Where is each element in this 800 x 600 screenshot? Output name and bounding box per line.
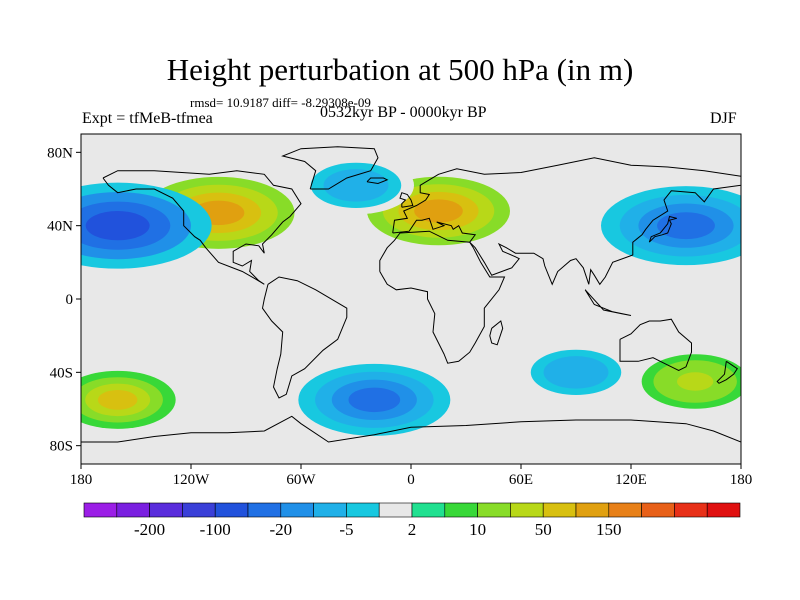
y-tick-label: 40S [50, 365, 73, 381]
antarctica-coast [81, 415, 741, 443]
chart-title: Height perturbation at 500 hPa (in m) [166, 52, 634, 87]
colorbar-swatch [346, 502, 380, 518]
british-isles-coast [399, 192, 414, 208]
colorbar-label: -5 [339, 520, 353, 539]
colorbar-swatch [575, 502, 610, 518]
field-region-1 [367, 176, 510, 246]
colorbar-swatch [608, 502, 642, 518]
x-tick-label: 120W [173, 472, 211, 488]
iceland-coast [366, 177, 389, 185]
season-label: DJF [710, 110, 737, 127]
colorbar-label: -200 [134, 520, 165, 539]
colorbar-swatch [83, 502, 118, 518]
colorbar-label: 2 [408, 520, 417, 539]
colorbar-swatch [674, 502, 708, 518]
x-tick-label: 180 [70, 472, 93, 488]
colorbar-swatch [280, 502, 314, 518]
eurasia-coast [392, 157, 741, 286]
greenland-coast [281, 146, 379, 190]
field-region-4 [298, 156, 414, 215]
y-tick-label: 80S [50, 439, 73, 455]
colorbar-label: -20 [269, 520, 292, 539]
new-zealand-coast [716, 360, 738, 384]
north-america-coast [102, 170, 302, 285]
colorbar-swatch [378, 502, 413, 518]
colorbar-swatch [411, 502, 446, 518]
colorbar-swatch [313, 502, 347, 518]
y-tick-label: 40N [47, 219, 73, 235]
australia-coast [619, 318, 692, 372]
field-region-9 [641, 354, 741, 409]
colorbar-label: 150 [596, 520, 622, 539]
colorbar-swatch [641, 502, 675, 518]
colorbar-swatch [510, 502, 544, 518]
field-region-8 [81, 370, 176, 429]
x-tick-label: 60E [509, 472, 533, 488]
rmsd-stats: rmsd= 10.9187 diff= -8.29308e-09 [190, 95, 371, 110]
x-tick-label: 120E [615, 472, 647, 488]
colorbar-swatch [542, 502, 577, 518]
x-tick-label: 0 [407, 472, 415, 488]
colorbar-swatch [706, 502, 741, 518]
x-tick-label: 60W [286, 472, 316, 488]
colorbar-swatch [444, 502, 478, 518]
coastlines [81, 146, 741, 443]
field-region-2 [81, 182, 212, 269]
madagascar-coast [489, 320, 504, 346]
south-america-coast [261, 276, 348, 399]
colorbar-swatch [477, 502, 511, 518]
africa-coast [379, 230, 506, 364]
field-region-6 [298, 363, 451, 436]
field-region-3 [601, 186, 741, 266]
field-region-7 [518, 343, 634, 402]
colorbar-swatch [247, 502, 282, 518]
colorbar-label: -100 [200, 520, 231, 539]
period-label: 0532kyr BP - 0000kyr BP [320, 104, 487, 121]
colorbar-label: 10 [469, 520, 486, 539]
x-tick-label: 180 [730, 472, 753, 488]
indonesia-coast [584, 289, 632, 316]
colorbar-swatch [182, 502, 216, 518]
colorbar-swatch [149, 502, 183, 518]
colorbar-swatch [214, 502, 249, 518]
colorbar-label: 50 [535, 520, 552, 539]
colorbar-swatch [116, 502, 150, 518]
y-tick-label: 0 [66, 292, 74, 308]
japan-coast [648, 215, 677, 243]
experiment-label: Expt = tfMeB-tfmea [82, 110, 213, 127]
y-tick-label: 80N [47, 145, 73, 161]
